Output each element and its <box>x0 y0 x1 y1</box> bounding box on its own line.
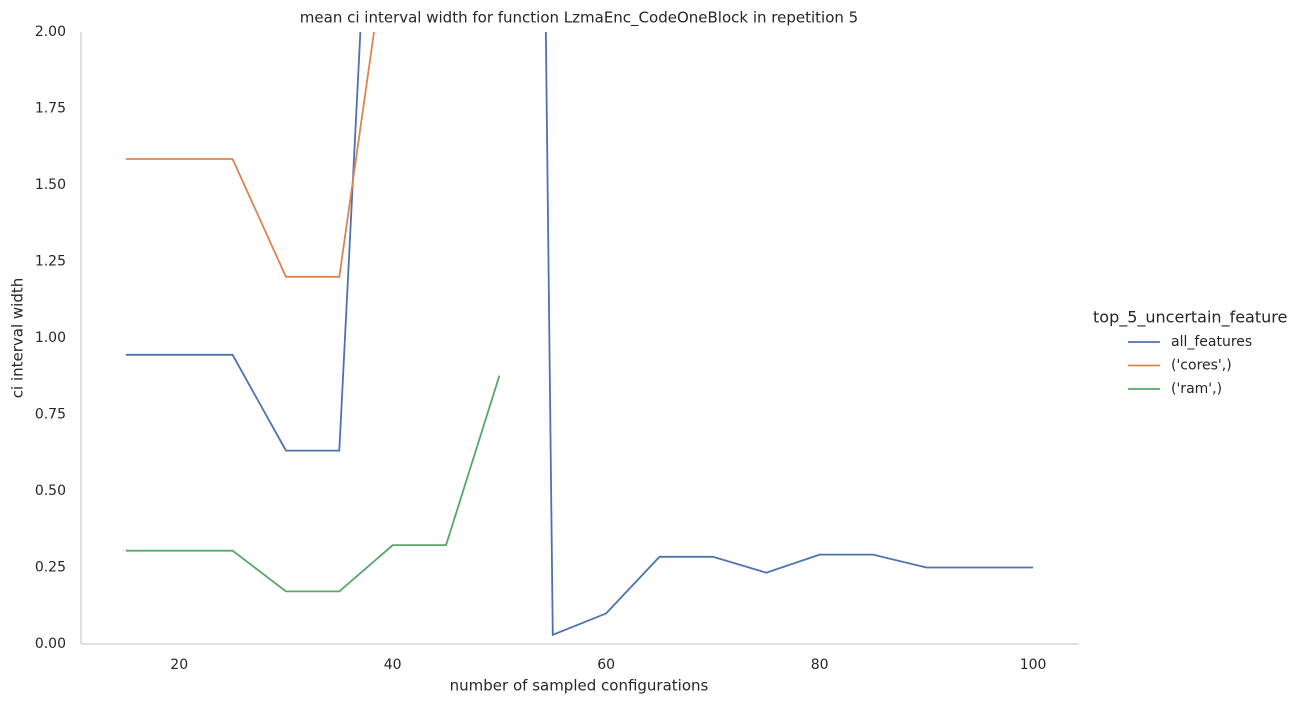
x-tick-label: 20 <box>170 657 188 673</box>
y-tick-label: 1.25 <box>35 254 66 270</box>
chart-title: mean ci interval width for function Lzma… <box>300 9 858 28</box>
legend-label: ('ram',) <box>1171 381 1222 397</box>
x-tick-label: 60 <box>597 657 615 673</box>
y-tick-label: 1.75 <box>35 101 66 117</box>
y-tick-label: 0.50 <box>35 483 66 499</box>
y-tick-label: 2.00 <box>35 24 66 40</box>
y-tick-label: 1.00 <box>35 330 66 346</box>
y-tick-label: 0.25 <box>35 560 66 576</box>
legend-title: top_5_uncertain_feature <box>1093 308 1287 328</box>
plot-area <box>125 32 1034 637</box>
legend-label: ('cores',) <box>1171 358 1232 374</box>
y-tick-label: 1.50 <box>35 177 66 193</box>
legend-label: all_features <box>1171 334 1252 350</box>
x-tick-label: 40 <box>384 657 402 673</box>
y-tick-label: 0.00 <box>35 636 66 652</box>
x-tick-label: 100 <box>1020 657 1047 673</box>
x-axis-label: number of sampled configurations <box>450 677 709 695</box>
y-axis-label: ci interval width <box>9 278 27 398</box>
x-tick-label: 80 <box>811 657 829 673</box>
series-line <box>125 32 1034 637</box>
y-tick-label: 0.75 <box>35 407 66 423</box>
series-line <box>125 32 375 278</box>
series-line <box>125 375 501 593</box>
